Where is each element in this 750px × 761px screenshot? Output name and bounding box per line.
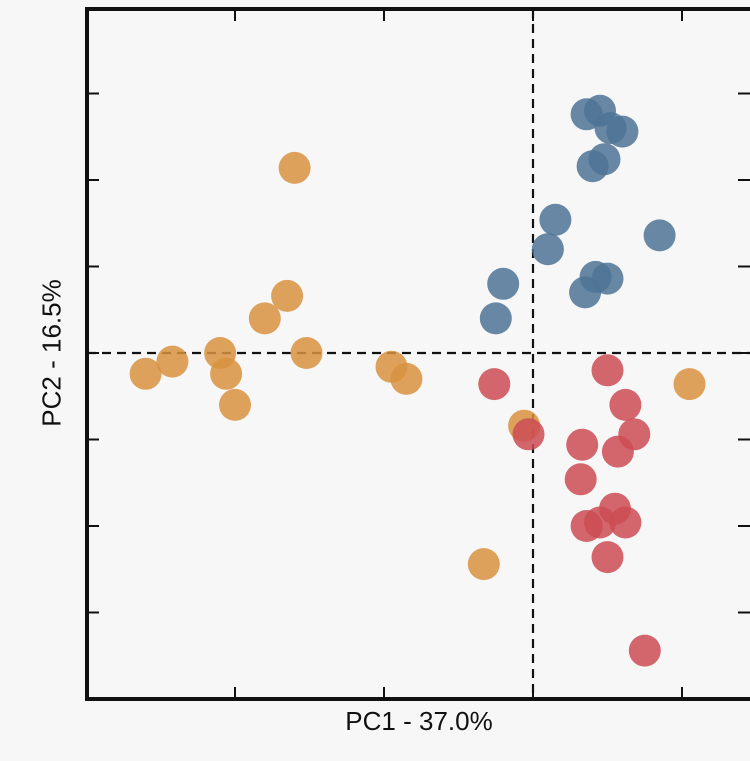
x-axis-label: PC1 - 37.0% <box>345 706 493 736</box>
y-axis-label: PC2 - 16.5% <box>36 279 67 427</box>
scatter-point-group-1 <box>271 279 304 312</box>
scatter-point-group-3 <box>591 541 624 574</box>
scatter-point-group-2 <box>487 267 520 300</box>
scatter-point-group-2 <box>643 219 676 252</box>
scatter-point-group-3 <box>609 388 642 421</box>
scatter-point-group-2 <box>576 150 609 183</box>
data-points <box>129 94 706 667</box>
scatter-point-group-2 <box>569 276 602 309</box>
scatter-point-group-1 <box>673 368 706 401</box>
scatter-point-group-3 <box>591 354 624 387</box>
scatter-point-group-3 <box>601 435 634 468</box>
scatter-point-group-1 <box>219 388 251 421</box>
scatter-point-group-1 <box>156 345 189 378</box>
scatter-point-group-3 <box>512 418 545 451</box>
scatter-point-group-3 <box>628 634 661 667</box>
scatter-point-group-2 <box>479 302 512 335</box>
scatter-point-group-1 <box>210 357 243 390</box>
scatter-point-group-1 <box>390 362 423 395</box>
scatter-point-group-2 <box>606 115 639 148</box>
scatter-point-group-3 <box>564 463 597 496</box>
scatter-point-group-1 <box>248 302 281 335</box>
scatter-point-group-2 <box>531 233 564 266</box>
scatter-point-group-1 <box>278 151 311 184</box>
scatter-point-group-1 <box>467 548 500 581</box>
scatter-point-group-3 <box>609 506 642 539</box>
scatter-point-group-1 <box>290 337 323 369</box>
scatter-point-group-3 <box>570 510 603 542</box>
scatter-point-group-3 <box>566 428 599 461</box>
scatter-point-group-3 <box>478 368 511 401</box>
plot-frame <box>85 7 750 701</box>
scatter-point-group-2 <box>539 203 572 236</box>
scatter-point-group-1 <box>129 357 162 390</box>
